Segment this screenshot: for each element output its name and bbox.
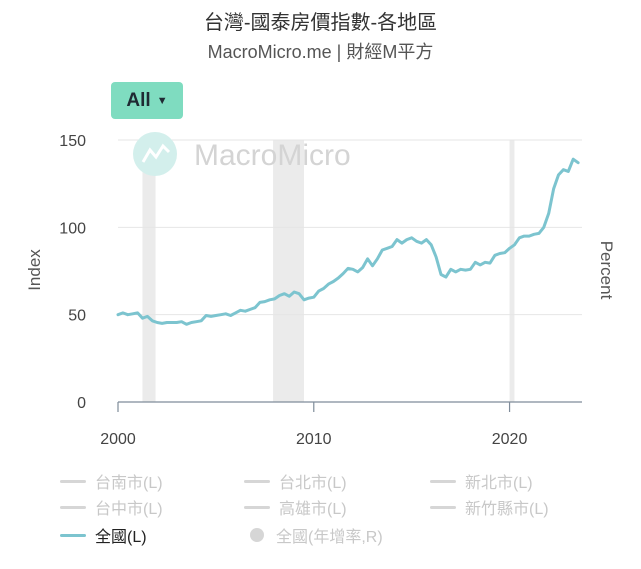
legend-label: 台中市(L) — [95, 501, 163, 518]
legend-label: 全國(L) — [95, 529, 147, 546]
legend-line-icon — [430, 479, 456, 483]
recession-band-2 — [509, 140, 515, 402]
range-selector-button[interactable]: All ▼ — [111, 82, 183, 119]
legend-item[interactable]: 台南市(L) — [60, 470, 163, 492]
legend-item[interactable]: 新北市(L) — [430, 470, 533, 492]
legend-item[interactable]: 全國(年增率,R) — [244, 524, 383, 546]
y-tick-label: 50 — [68, 308, 86, 325]
recession-band-1 — [273, 140, 304, 402]
chart-subtitle: MacroMicro.me | 財經M平方 — [207, 42, 434, 62]
y-tick-label: 100 — [59, 220, 86, 237]
legend-label: 新竹縣市(L) — [465, 501, 549, 518]
series-layer — [116, 157, 580, 326]
legend-line-icon — [244, 505, 270, 509]
grid-lines — [118, 139, 582, 316]
legend-label: 新北市(L) — [465, 475, 533, 492]
y-axis-label: Index — [25, 249, 44, 291]
legend-line-icon — [430, 505, 456, 509]
y-tick-label: 150 — [59, 133, 86, 150]
watermark: MacroMicro — [133, 132, 351, 176]
legend-label: 台北市(L) — [279, 475, 347, 492]
legend-item[interactable]: 全國(L) — [60, 524, 147, 546]
legend-line-icon — [244, 479, 270, 483]
chevron-down-icon: ▼ — [156, 94, 168, 107]
legend-label: 全國(年增率,R) — [276, 529, 383, 546]
x-tick-label: 2020 — [492, 431, 528, 448]
legend-item[interactable]: 新竹縣市(L) — [430, 496, 549, 518]
legend-line-icon — [60, 479, 86, 483]
recession-band-0 — [142, 140, 156, 402]
legend-label: 高雄市(L) — [279, 501, 347, 518]
range-selector-label: All — [126, 89, 151, 111]
y-tick-label: 0 — [77, 395, 86, 412]
legend-dot-icon — [250, 528, 264, 542]
x-tick-label: 2000 — [100, 431, 136, 448]
legend-line-icon — [60, 505, 86, 509]
y2-axis-label: Percent — [597, 241, 616, 300]
legend-line-icon — [60, 533, 86, 537]
chart-title: 台灣-國泰房價指數-各地區 — [203, 12, 438, 34]
axes: 0 50 100 150 2000 2010 2020 — [59, 133, 582, 448]
legend-label: 台南市(L) — [95, 475, 163, 492]
watermark-text: MacroMicro — [194, 139, 351, 172]
legend-item[interactable]: 台中市(L) — [60, 496, 163, 518]
series-line-0[interactable] — [116, 157, 580, 326]
recession-bands — [142, 140, 515, 402]
legend-item[interactable]: 高雄市(L) — [244, 496, 347, 518]
legend-item[interactable]: 台北市(L) — [244, 470, 347, 492]
x-tick-label: 2010 — [296, 431, 332, 448]
watermark-trend-icon — [141, 143, 171, 163]
